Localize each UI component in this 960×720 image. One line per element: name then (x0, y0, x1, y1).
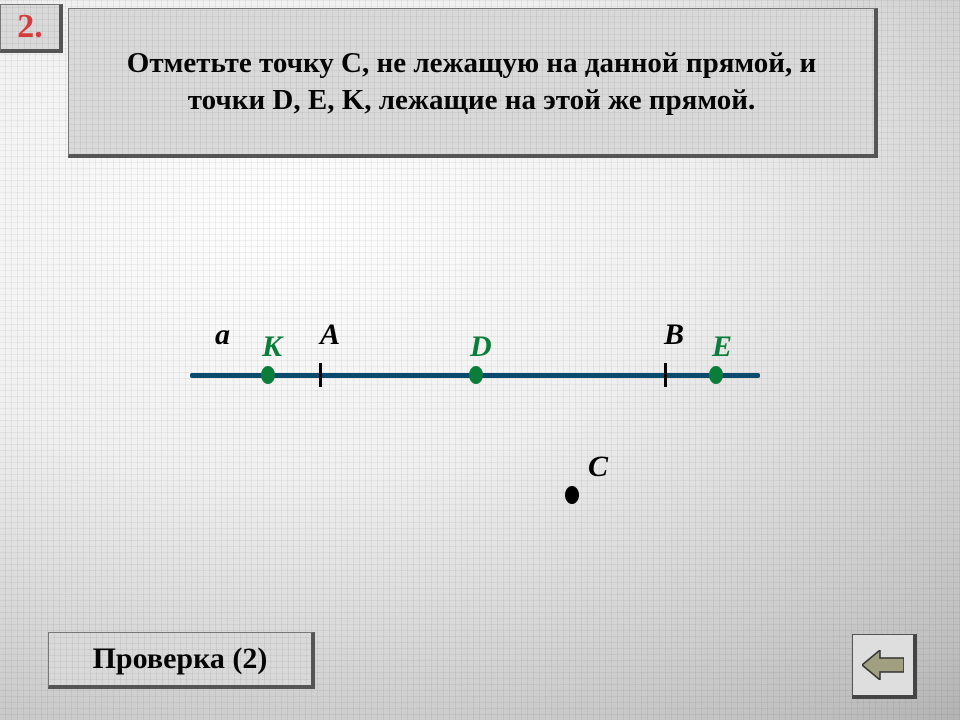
back-button[interactable] (852, 634, 917, 699)
label-а: а (215, 318, 230, 352)
label-C: C (588, 450, 608, 484)
back-arrow-icon (862, 650, 904, 680)
tick-B (664, 363, 667, 387)
label-E: E (712, 330, 732, 364)
label-В: В (664, 318, 684, 352)
label-А: А (320, 318, 340, 352)
label-D: D (470, 330, 492, 364)
label-K: K (262, 330, 282, 364)
point-K (261, 366, 275, 384)
geometry-diagram: а А В K D E C (0, 0, 960, 720)
check-button-label: Проверка (2) (93, 642, 268, 676)
point-E (709, 366, 723, 384)
check-button[interactable]: Проверка (2) (48, 632, 315, 689)
tick-A (319, 363, 322, 387)
point-C (565, 486, 579, 504)
point-D (469, 366, 483, 384)
